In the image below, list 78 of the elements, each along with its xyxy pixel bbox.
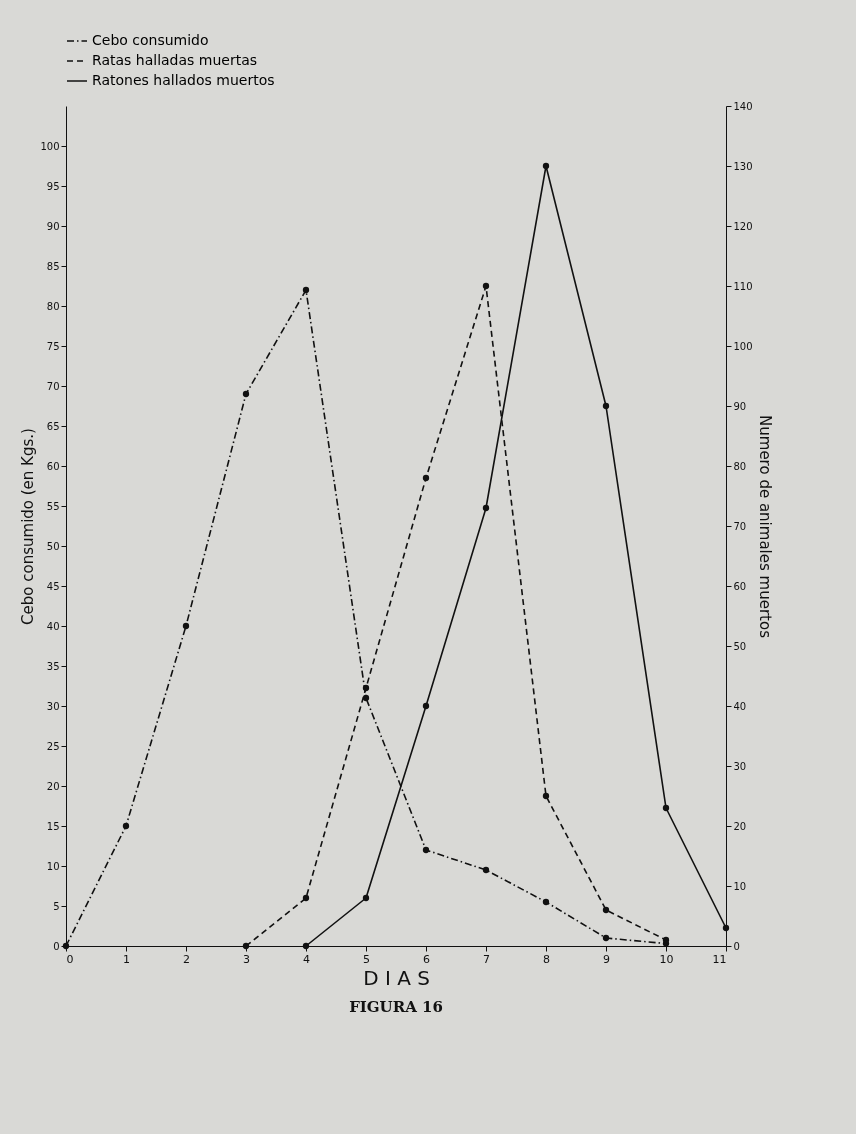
point [302, 286, 310, 294]
y2-tick-label: 30 [733, 760, 747, 772]
y-tick-label: 0 [53, 940, 60, 952]
point [482, 866, 490, 874]
y-tick-label: 60 [46, 460, 60, 472]
x-tick-label: 8 [543, 952, 550, 966]
point [242, 390, 250, 398]
point [602, 934, 610, 942]
x-tick-label: 1 [123, 952, 130, 966]
point [242, 942, 250, 950]
y-tick-label: 50 [46, 540, 60, 552]
y2-tick-label: 20 [733, 820, 747, 832]
point [662, 804, 670, 812]
y2-tick-label: 100 [733, 340, 753, 352]
x-tick-label: 9 [603, 952, 610, 966]
y-tick-label: 10 [46, 860, 60, 872]
x-tick-label: 6 [423, 952, 430, 966]
x-tick-label: 7 [483, 952, 490, 966]
y-tick-label: 45 [46, 580, 60, 592]
x-tick-label: 3 [243, 952, 250, 966]
legend-label: Ratones hallados muertos [92, 72, 275, 88]
point [602, 906, 610, 914]
point [302, 894, 310, 902]
point [422, 846, 430, 854]
x-tick-label: 10 [659, 952, 674, 966]
y2-tick-label: 80 [733, 460, 747, 472]
point [122, 822, 130, 830]
point [482, 504, 490, 512]
y-tick-label: 95 [46, 180, 60, 192]
point [542, 898, 550, 906]
x-tick-label: 5 [363, 952, 370, 966]
point [182, 622, 190, 630]
point [542, 792, 550, 800]
y2-tick-label: 70 [733, 520, 747, 532]
y2-tick-label: 10 [733, 880, 747, 892]
point [362, 894, 370, 902]
y2-tick-label: 130 [733, 160, 753, 172]
y-tick-label: 25 [46, 740, 60, 752]
y-tick-label: 20 [46, 780, 60, 792]
y2-tick-label: 140 [733, 100, 753, 112]
legend-label: Ratas halladas muertas [92, 52, 258, 68]
y-tick-label: 85 [46, 260, 60, 272]
y-tick-label: 90 [46, 220, 60, 232]
y-tick-label: 15 [46, 820, 60, 832]
point [422, 702, 430, 710]
point [362, 684, 370, 692]
y-tick-label: 30 [46, 700, 60, 712]
y-tick-label: 65 [46, 420, 60, 432]
point [542, 162, 550, 170]
legend-label: Cebo consumido [92, 32, 209, 48]
x-tick-label: 2 [183, 952, 190, 966]
y-tick-label: 55 [46, 500, 60, 512]
y2-tick-label: 60 [733, 580, 747, 592]
y2-tick-label: 0 [733, 940, 740, 952]
point [602, 402, 610, 410]
y2-axis-title: Numero de animales muertos [755, 415, 774, 639]
y-tick-label: 5 [53, 900, 60, 912]
point [722, 924, 730, 932]
point [422, 474, 430, 482]
point [482, 282, 490, 290]
y2-tick-label: 120 [733, 220, 753, 232]
y-axis-title: Cebo consumido (en Kgs.) [19, 428, 38, 625]
y-tick-label: 70 [46, 380, 60, 392]
text: FIGURA 16 [349, 998, 443, 1016]
y2-tick-label: 40 [733, 700, 747, 712]
y-tick-label: 35 [46, 660, 60, 672]
y-tick-label: 100 [40, 140, 60, 152]
y-tick-label: 75 [46, 340, 60, 352]
y2-tick-label: 110 [733, 280, 753, 292]
x-tick-label: 4 [303, 952, 310, 966]
y-tick-label: 80 [46, 300, 60, 312]
point [362, 694, 370, 702]
x-axis-title: D I A S [363, 965, 430, 990]
x-tick-label: 0 [66, 952, 74, 966]
y-tick-label: 40 [46, 620, 60, 632]
y2-tick-label: 90 [733, 400, 747, 412]
y2-tick-label: 50 [733, 640, 747, 652]
x-tick-label: 11 [712, 952, 727, 966]
